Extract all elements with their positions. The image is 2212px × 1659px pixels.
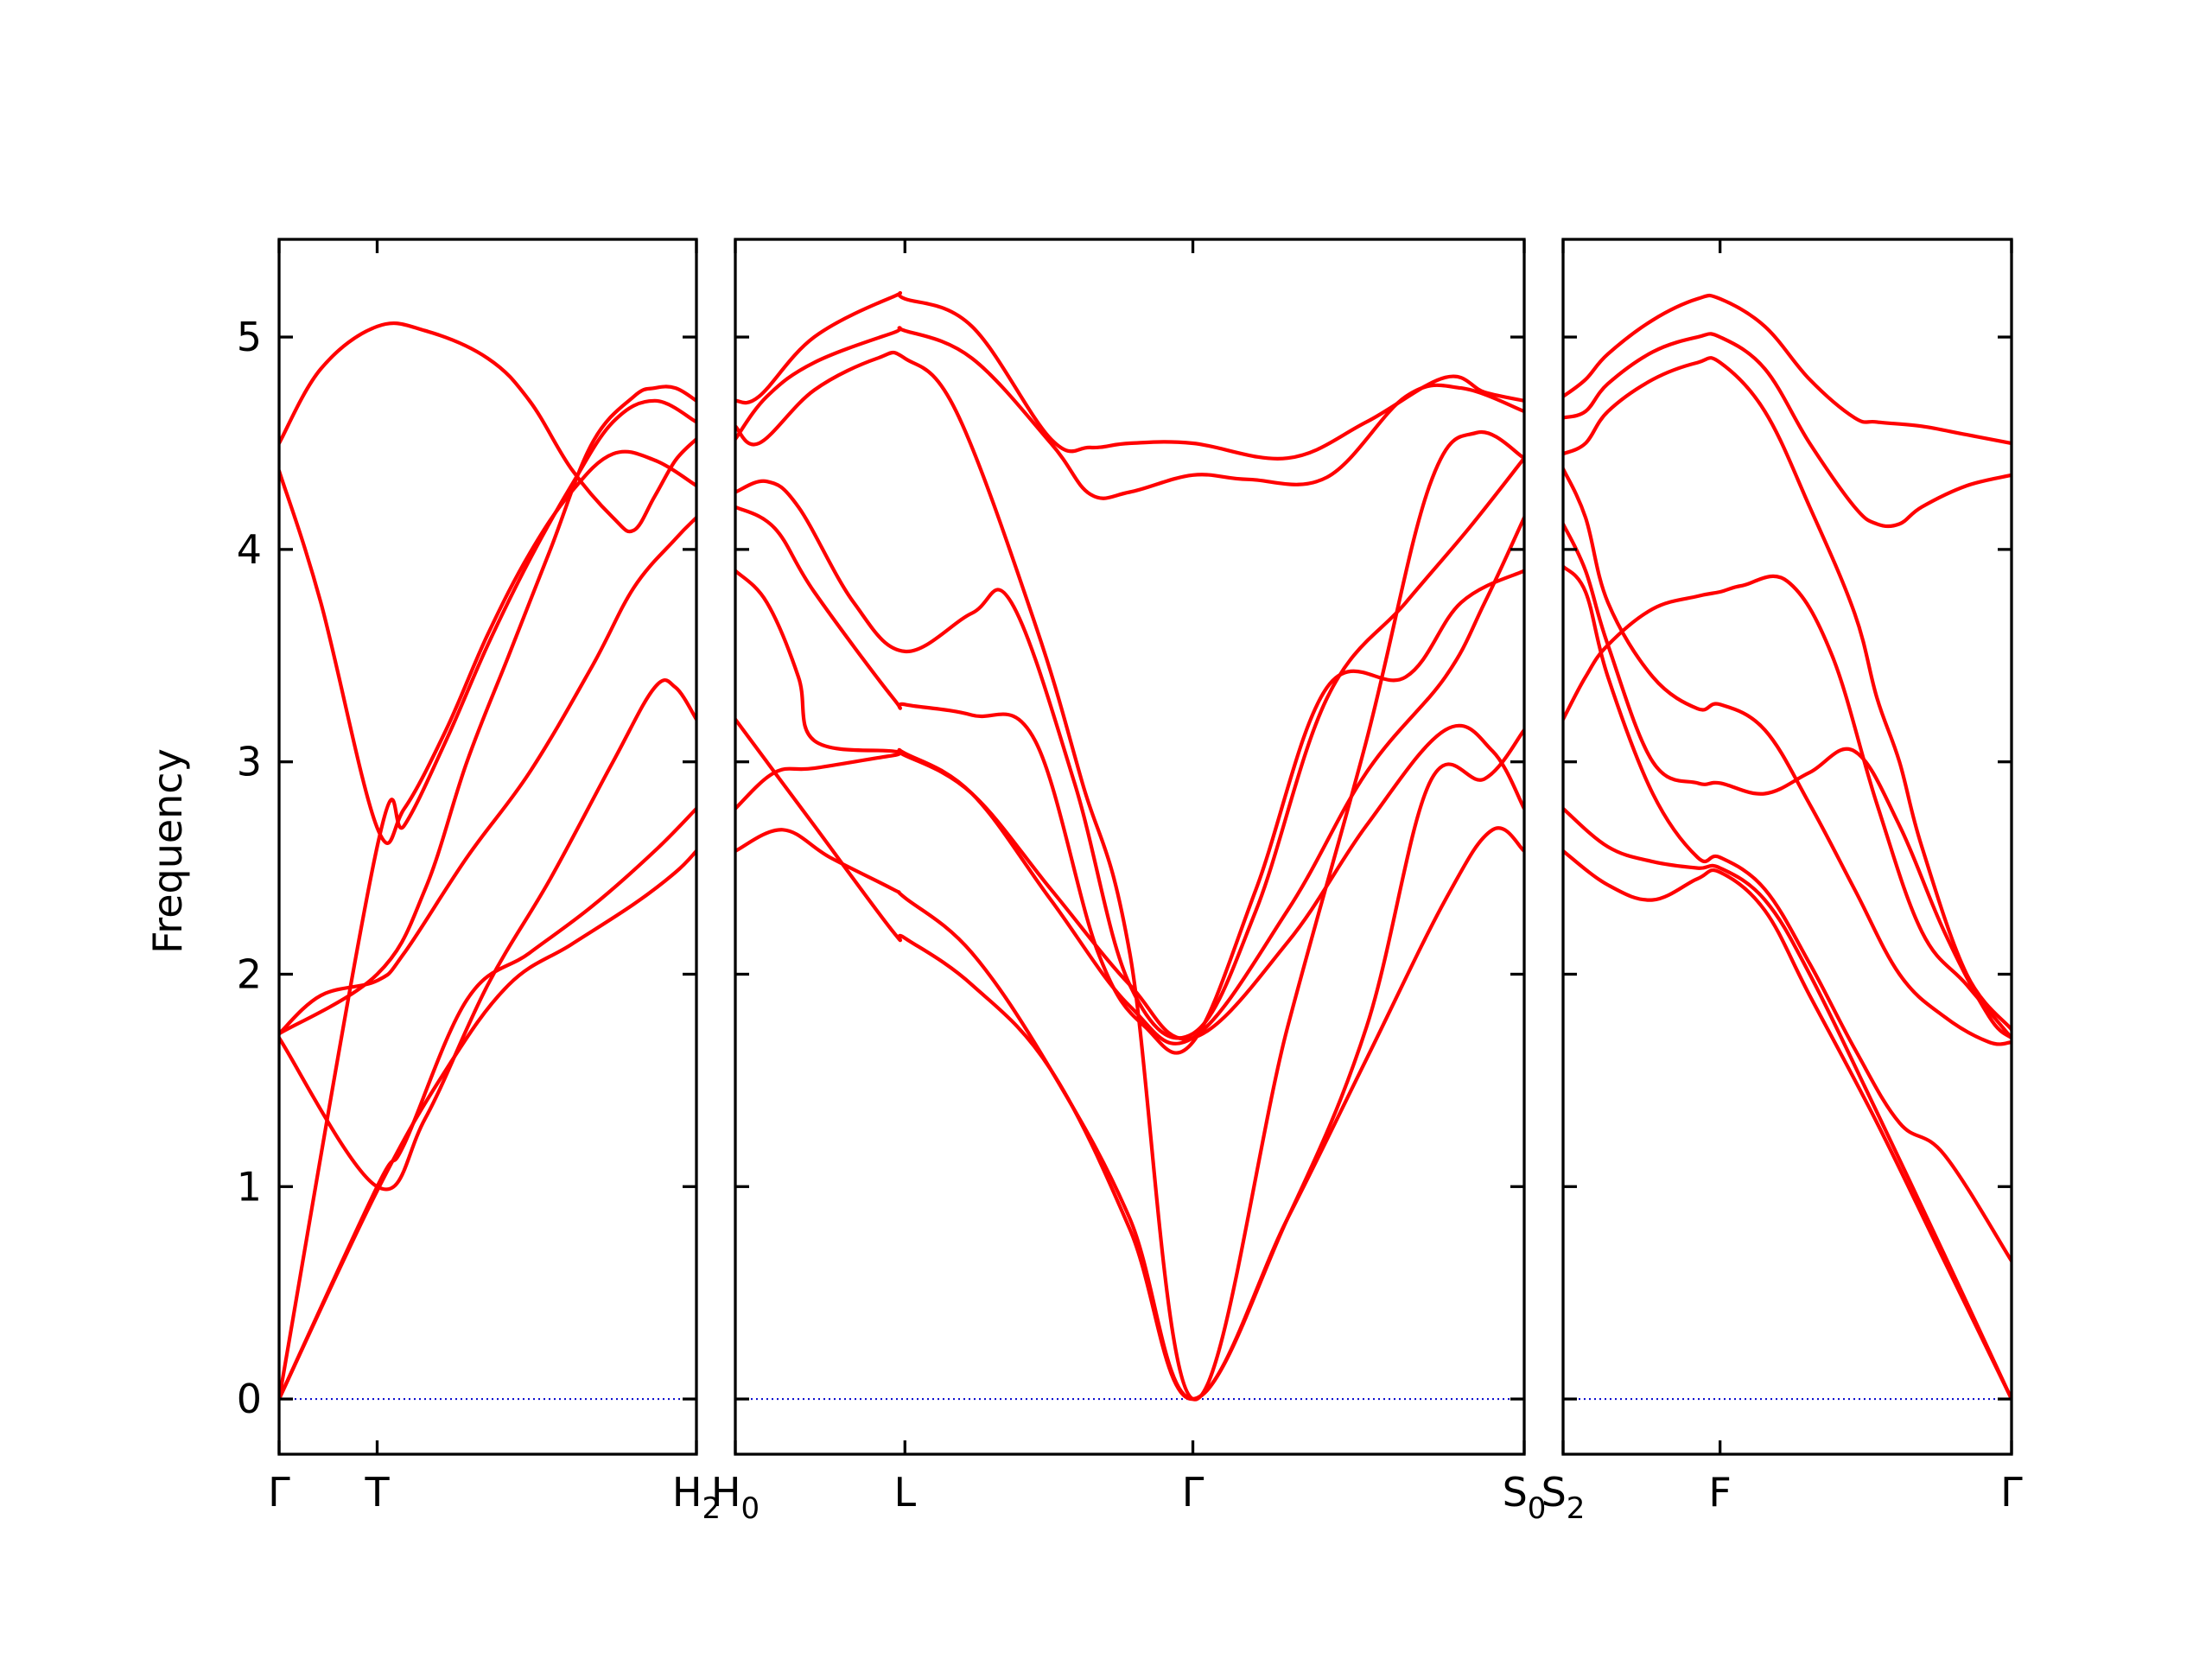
panel-frame [1561,238,2013,1456]
band-line-8 [735,326,1524,500]
panel-1: Γ T H2 [268,238,721,1526]
band-line-5 [1563,522,2012,1040]
band-line-2 [279,806,696,1402]
x-tick-label: L [893,1469,916,1516]
band-line-5 [735,505,1524,1055]
band-line-7 [1563,356,2012,1032]
y-tick-label: 4 [237,526,262,573]
band-line-8 [1563,332,2012,529]
panel-frame [277,238,698,1456]
band-line-6 [279,449,696,845]
bands [279,321,696,1402]
x-tick-label: F [1708,1469,1731,1516]
band-line-3 [279,678,696,1192]
band-line-1 [1563,849,2012,1402]
y-tick-label: 0 [237,1376,262,1422]
band-line-7 [735,350,1524,1402]
band-line-6 [735,456,1524,1040]
bands [735,290,1524,1402]
x-tick-label: Γ [2000,1469,2023,1516]
x-tick-label: S0 [1503,1469,1547,1526]
y-tick-label: 1 [237,1163,262,1210]
x-tick-label: Γ [1182,1469,1205,1516]
y-tick-label: 2 [237,950,262,997]
band-line-1 [735,826,1524,1402]
band-line-4 [735,515,1524,1046]
x-tick-label-subscript: 2 [702,1491,721,1526]
band-line-8 [279,385,696,1036]
band-line-2 [735,723,1524,1041]
x-tick-label-subscript: 0 [741,1491,760,1526]
band-line-6 [1563,467,2012,1046]
band-line-9 [1563,293,2012,446]
panel-frame [734,238,1526,1456]
x-tick-label: T [364,1469,390,1516]
bands [1563,293,2012,1402]
band-line-5 [279,398,696,1402]
x-tick-label: Γ [268,1469,290,1516]
band-line-4 [279,515,696,1036]
x-tick-label-subscript: 2 [1567,1491,1586,1526]
y-axis-title: Frequency [144,748,191,954]
band-line-1 [279,849,696,1402]
band-line-3 [1563,574,2012,1040]
band-line-3 [735,717,1524,1402]
band-line-2 [1563,806,2012,1402]
y-tick-label: 3 [237,739,262,785]
band-line-9 [735,290,1524,461]
panel-3: S2 F Γ [1541,238,2023,1526]
band-line-4 [1563,564,2012,1263]
band-line-7 [279,321,696,534]
x-tick-label: S2 [1541,1469,1586,1526]
x-tick-label-subscript: 0 [1528,1491,1547,1526]
y-tick-label: 5 [237,314,262,360]
y-tick-labels: 0 1 2 3 4 5 [237,314,262,1422]
panel-2: H0 L Γ S0 [711,238,1547,1526]
